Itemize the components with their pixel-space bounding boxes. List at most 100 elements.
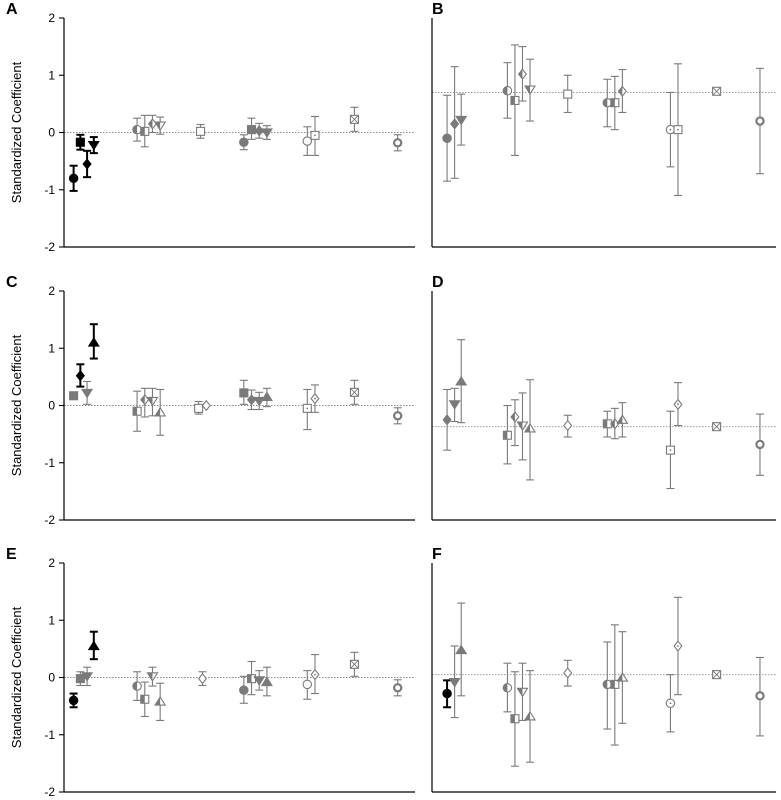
data-point-square-half — [246, 674, 257, 684]
panel-label-d: D — [432, 274, 444, 291]
y-tick-label: 0 — [48, 671, 55, 685]
panel-f: F — [431, 546, 776, 793]
data-point-triangle-up-filled — [87, 336, 100, 347]
data-point-square-filled — [69, 391, 79, 401]
data-point-triangle-up-half — [154, 695, 167, 706]
data-point-triangle-down-half — [523, 85, 537, 96]
data-point-triangle-up-half — [154, 406, 167, 417]
data-point-diamond-dot — [673, 398, 683, 411]
data-point-diamond-half — [617, 85, 627, 97]
data-point-triangle-up-half — [616, 671, 629, 682]
y-axis-label: Standardized Coefficient — [9, 606, 24, 748]
data-point-diamond-dot — [310, 668, 320, 681]
data-point-circle-dot — [665, 698, 676, 709]
data-point-circle-thick — [392, 683, 403, 693]
data-point-triangle-down-filled — [260, 128, 273, 139]
data-point-triangle-down-filled — [253, 396, 266, 407]
data-point-triangle-down-filled — [81, 672, 94, 682]
y-axis-label: Standardized Coefficient — [9, 61, 24, 203]
data-point-circle-filled — [68, 173, 79, 184]
data-point-diamond-open — [563, 667, 573, 679]
data-point-triangle-up-half — [523, 422, 537, 433]
data-point-square-filled — [239, 388, 249, 398]
y-tick-label: -1 — [44, 728, 55, 742]
data-point-diamond-half — [510, 411, 520, 423]
data-point-triangle-up-filled — [260, 391, 273, 401]
data-point-square-dot — [302, 403, 312, 413]
data-point-triangle-down-half — [146, 396, 159, 407]
data-point-square-x — [712, 86, 722, 96]
panel-a: A 2 1 0 -1 -2 Standardized Coefficient — [6, 1, 415, 254]
data-point-square-half — [610, 98, 620, 108]
y-tick-label: -1 — [44, 456, 55, 470]
data-point-square-x — [349, 114, 359, 124]
data-point-triangle-down-filled — [455, 115, 468, 126]
data-point-triangle-up-filled — [455, 375, 468, 386]
data-point-diamond-open — [563, 419, 573, 432]
panel-b: B — [431, 1, 776, 248]
data-point-circle-half — [132, 124, 142, 135]
data-point-circle-half — [502, 683, 513, 693]
data-point-diamond-half — [517, 68, 528, 80]
data-point-square-half — [510, 714, 520, 724]
data-point-diamond-dot — [310, 392, 320, 405]
y-tick-label: 1 — [48, 613, 55, 627]
data-point-diamond-open — [201, 399, 211, 412]
y-tick-label: 2 — [48, 11, 55, 25]
data-point-triangle-up-half — [616, 414, 629, 424]
y-tick-label: -2 — [44, 785, 55, 799]
data-point-circle-open — [302, 679, 313, 690]
y-tick-label: 0 — [48, 399, 55, 413]
panel-label-e: E — [6, 546, 17, 563]
data-point-triangle-down-half — [516, 421, 529, 432]
data-point-triangle-down-filled — [253, 676, 266, 686]
data-point-diamond-filled — [442, 414, 452, 426]
data-point-square-half — [140, 694, 150, 704]
data-point-triangle-down-filled — [448, 400, 461, 410]
data-point-diamond-open — [197, 672, 208, 685]
data-point-triangle-up-filled — [260, 676, 273, 687]
data-point-square-half — [602, 419, 612, 429]
data-point-square-filled — [75, 137, 85, 147]
data-point-square-half — [610, 679, 620, 689]
data-point-square-half — [140, 126, 150, 136]
data-point-circle-open — [302, 136, 313, 146]
y-tick-label: 0 — [48, 126, 55, 140]
panel-label-b: B — [432, 1, 444, 18]
data-point-square-open — [196, 126, 206, 136]
y-tick-label: -2 — [44, 240, 55, 254]
data-point-square-dot — [665, 445, 675, 455]
data-point-triangle-down-half — [516, 687, 529, 698]
y-tick-label: -1 — [44, 183, 55, 197]
data-point-triangle-up-half — [523, 710, 537, 721]
data-point-diamond-filled — [82, 158, 92, 170]
data-point-diamond-half — [147, 118, 158, 130]
y-tick-label: 2 — [48, 556, 55, 570]
data-point-circle-filled — [68, 695, 79, 706]
data-point-circle-filled — [442, 688, 452, 699]
data-point-circle-thick — [392, 411, 403, 421]
data-point-diamond-dot — [673, 640, 683, 652]
y-tick-label: -2 — [44, 513, 55, 527]
data-point-circle-thick — [755, 691, 765, 701]
data-point-triangle-up-filled — [455, 644, 468, 655]
data-point-square-dot — [310, 130, 320, 140]
data-point-square-half — [510, 95, 520, 105]
data-point-square-x — [349, 387, 359, 397]
panel-c: C 2 1 0 -1 -2 Standardized Coefficient — [6, 274, 415, 527]
data-point-square-x — [349, 659, 359, 669]
data-point-circle-thick — [755, 116, 765, 126]
data-point-circle-dot — [665, 124, 676, 135]
y-tick-label: 2 — [48, 284, 55, 298]
data-point-triangle-up-filled — [87, 640, 100, 651]
y-tick-label: 1 — [48, 341, 55, 355]
data-point-circle-thick — [755, 439, 765, 450]
data-point-square-filled — [246, 125, 257, 135]
data-point-square-filled — [75, 674, 85, 684]
data-point-square-half — [132, 406, 142, 416]
data-point-triangle-down-half — [154, 121, 167, 132]
data-point-square-dot — [673, 125, 683, 135]
data-point-diamond-filled — [450, 118, 460, 130]
data-point-circle-filled — [442, 133, 452, 143]
